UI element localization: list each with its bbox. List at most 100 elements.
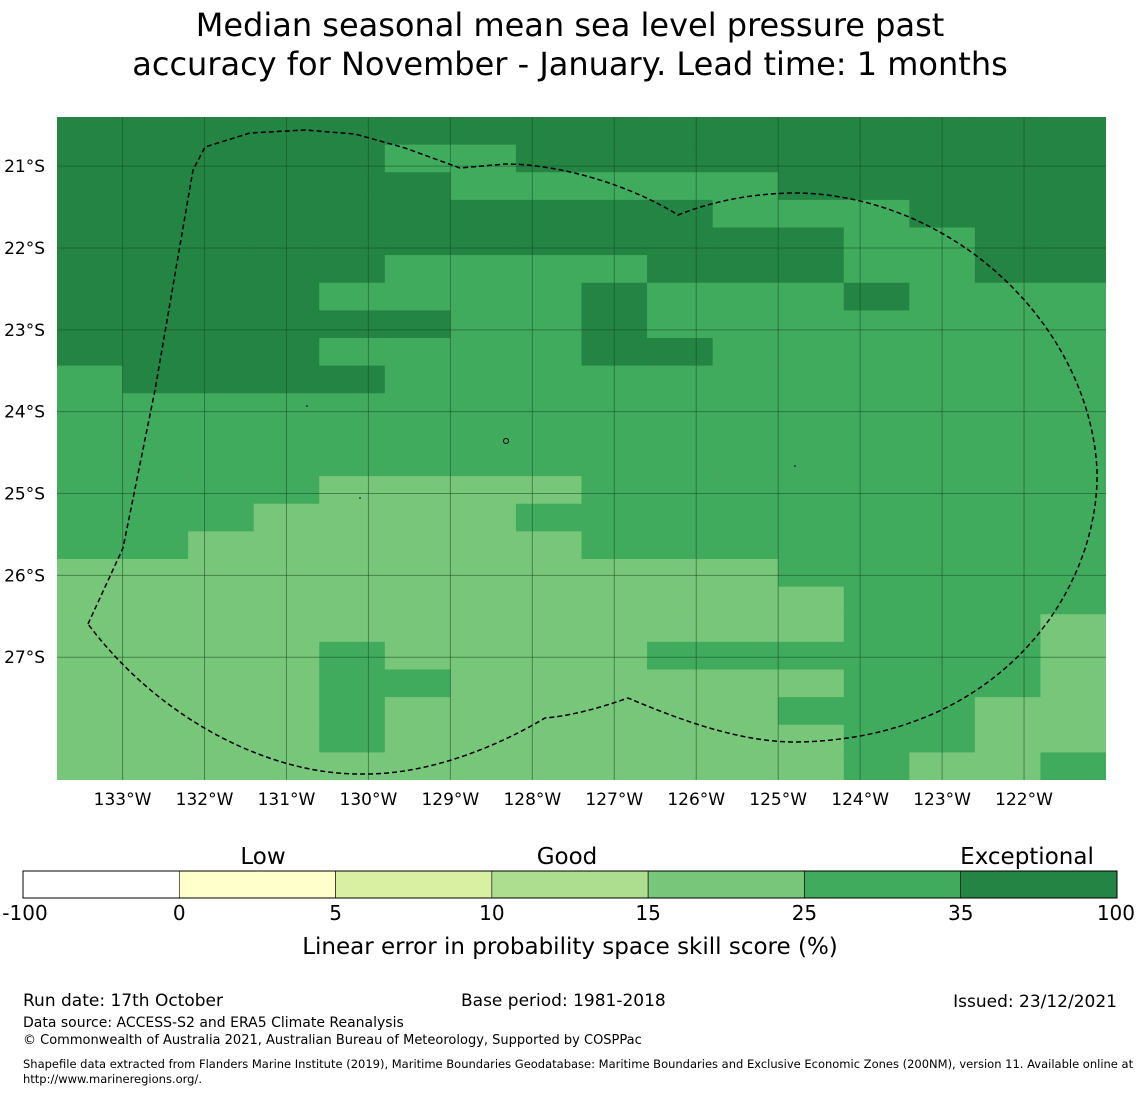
grid-cell xyxy=(974,117,1042,146)
colorbar-tick-label: 0 xyxy=(173,901,186,925)
colorbar-category-label: Exceptional xyxy=(960,844,1094,870)
grid-cell xyxy=(122,531,189,560)
grid-cell xyxy=(122,420,189,450)
grid-cell xyxy=(778,365,845,394)
grid-cell xyxy=(974,641,1042,671)
grid-cell xyxy=(1040,669,1106,698)
grid-cell xyxy=(122,641,189,671)
grid-cell xyxy=(57,531,124,560)
grid-cell xyxy=(778,310,845,339)
grid-cell xyxy=(57,199,124,229)
grid-cell xyxy=(319,227,386,256)
colorbar: Low Good Exceptional -100 0 5 10 15 25 35 100 Lin… xyxy=(2,844,1135,960)
grid-cell xyxy=(778,420,845,450)
grid-cell xyxy=(843,724,910,753)
grid-cell xyxy=(515,641,583,671)
grid-cell xyxy=(712,586,779,615)
grid-cell xyxy=(450,586,517,615)
colorbar-tick-label: 10 xyxy=(479,901,504,925)
shapefile-credit: Shapefile data extracted from Flanders M… xyxy=(23,1057,1134,1086)
grid-cell xyxy=(188,476,255,505)
chart-title: Median seasonal mean sea level pressure … xyxy=(0,6,1140,84)
grid-cell xyxy=(515,752,583,780)
grid-cell xyxy=(188,199,255,229)
grid-cell xyxy=(188,614,255,643)
grid-cell xyxy=(974,503,1042,532)
grid-cell xyxy=(450,614,517,643)
grid-cell xyxy=(384,255,451,284)
grid-cell xyxy=(974,559,1042,588)
grid-cell xyxy=(647,559,714,588)
grid-cell xyxy=(778,697,845,726)
grid-cell xyxy=(188,586,255,615)
grid-cell xyxy=(450,724,517,753)
grid-cell xyxy=(974,448,1042,477)
grid-cell xyxy=(843,531,910,560)
grid-cell xyxy=(57,669,124,698)
grid-cell xyxy=(712,420,779,450)
grid-cell xyxy=(57,641,124,671)
grid-cell xyxy=(515,365,583,394)
latitude-tick-label: 23°S xyxy=(4,321,45,341)
eez-boundary xyxy=(87,129,1098,775)
grid-cell xyxy=(1040,338,1106,367)
grid-cell xyxy=(57,420,124,450)
grid-cell xyxy=(450,476,517,505)
grid-cell xyxy=(778,172,845,201)
grid-cell xyxy=(188,117,255,146)
grid-cell xyxy=(712,117,779,146)
grid-cell xyxy=(57,476,124,505)
grid-cell xyxy=(122,503,189,532)
island-marker xyxy=(306,405,308,407)
grid-cell xyxy=(122,476,189,505)
grid-cell xyxy=(188,641,255,671)
grid-cell xyxy=(384,393,451,422)
grid-cell xyxy=(384,614,451,643)
grid-cell xyxy=(57,172,124,201)
grid-cell xyxy=(647,476,714,505)
grid-cell xyxy=(974,614,1042,643)
grid-cell xyxy=(122,752,189,780)
grid-cell xyxy=(122,282,189,311)
latitude-tick-label: 24°S xyxy=(4,403,45,423)
grid-cell xyxy=(647,752,714,780)
colorbar-title: Linear error in probability space skill … xyxy=(302,934,838,960)
colorbar-tick-label: 5 xyxy=(329,901,342,925)
grid-cell xyxy=(778,227,845,256)
skill-grid xyxy=(57,117,1106,780)
grid-cell xyxy=(1040,503,1106,532)
run-date: Run date: 17th October xyxy=(23,991,223,1011)
grid-cell xyxy=(1040,586,1106,615)
grid-cell xyxy=(188,531,255,560)
grid-cell xyxy=(384,641,451,671)
grid-cell xyxy=(974,420,1042,450)
grid-cell xyxy=(122,724,189,753)
grid-cell xyxy=(778,614,845,643)
grid-cell xyxy=(450,448,517,477)
grid-cell xyxy=(450,669,517,698)
grid-cell xyxy=(515,503,583,532)
colorbar-category-label: Low xyxy=(240,844,285,870)
grid-cell xyxy=(188,227,255,256)
longitude-tick-label: 123°W xyxy=(913,790,971,810)
grid-cell xyxy=(778,255,845,284)
island-marker xyxy=(503,438,509,444)
grid-cell xyxy=(384,365,451,394)
grid-cell xyxy=(647,172,714,201)
grid-cell xyxy=(319,697,386,726)
grid-cell xyxy=(515,476,583,505)
grid-cell xyxy=(384,476,451,505)
grid-cell xyxy=(647,669,714,698)
grid-cell xyxy=(57,614,124,643)
grid-cell xyxy=(188,697,255,726)
grid-cell xyxy=(319,199,386,229)
grid-cell xyxy=(319,172,386,201)
base-period: Base period: 1981-2018 xyxy=(461,991,666,1011)
latitude-tick-label: 27°S xyxy=(4,648,45,668)
grid-cell xyxy=(1040,476,1106,505)
grid-cell xyxy=(319,338,386,367)
grid-cell xyxy=(57,559,124,588)
grid-cell xyxy=(122,448,189,477)
grid-cell xyxy=(712,752,779,780)
grid-cell xyxy=(122,614,189,643)
